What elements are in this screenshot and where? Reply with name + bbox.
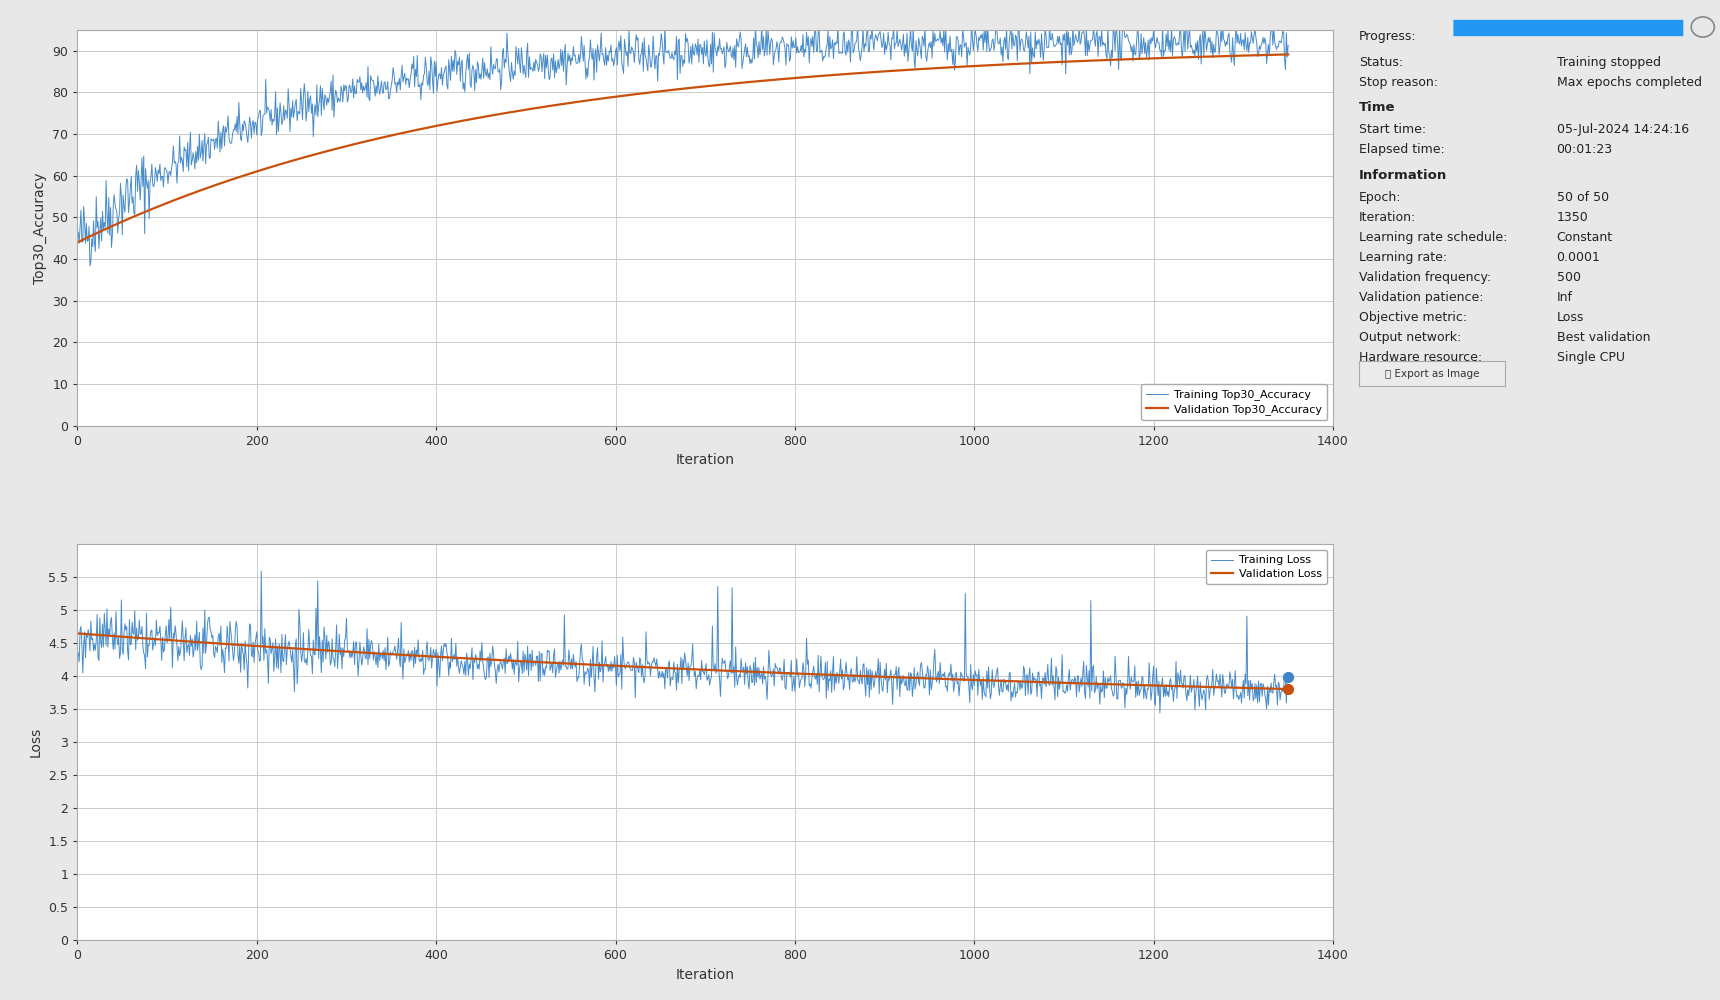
Text: Best validation: Best validation: [1557, 331, 1649, 344]
Validation Loss: [1029, 676, 1049, 688]
Text: 00:01:23: 00:01:23: [1557, 143, 1613, 156]
Text: Max epochs completed: Max epochs completed: [1557, 76, 1701, 89]
Training Top30_Accuracy: [79, 260, 100, 272]
Training Top30_Accuracy: [490, 63, 511, 75]
Text: Start time:: Start time:: [1359, 123, 1426, 136]
FancyBboxPatch shape: [1453, 20, 1684, 36]
Text: Inf: Inf: [1557, 291, 1572, 304]
Text: 05-Jul-2024 14:24:16: 05-Jul-2024 14:24:16: [1557, 123, 1689, 136]
Text: Status:: Status:: [1359, 56, 1404, 69]
Text: Time: Time: [1359, 101, 1395, 114]
Text: Single CPU: Single CPU: [1557, 351, 1625, 364]
Text: 500: 500: [1557, 271, 1581, 284]
Text: 1350: 1350: [1557, 211, 1588, 224]
Line: Training Loss: Training Loss: [79, 571, 1288, 713]
Training Loss: [490, 656, 511, 668]
Training Loss: [972, 693, 992, 705]
Validation Loss: [972, 674, 992, 686]
Line: Validation Top30_Accuracy: Validation Top30_Accuracy: [79, 54, 1288, 242]
Validation Loss: [100, 630, 120, 642]
Training Top30_Accuracy: [490, 84, 511, 96]
Text: Validation patience:: Validation patience:: [1359, 291, 1483, 304]
Validation Top30_Accuracy: [1029, 57, 1049, 69]
Validation Top30_Accuracy: [490, 108, 511, 120]
Training Top30_Accuracy: [1278, 39, 1299, 51]
Training Loss: [1149, 707, 1170, 719]
Validation Top30_Accuracy: [1278, 48, 1299, 60]
Validation Loss: [488, 654, 509, 666]
Point: [1275, 669, 1302, 685]
Y-axis label: Loss: Loss: [29, 727, 43, 757]
Training Loss: [361, 638, 382, 650]
Text: Output network:: Output network:: [1359, 331, 1460, 344]
Text: Stop reason:: Stop reason:: [1359, 76, 1438, 89]
X-axis label: Iteration: Iteration: [676, 968, 734, 982]
Point: [1275, 681, 1302, 697]
Training Loss: [100, 615, 120, 627]
Validation Top30_Accuracy: [972, 60, 992, 72]
Validation Top30_Accuracy: [69, 236, 89, 248]
Text: Constant: Constant: [1557, 231, 1613, 244]
Training Top30_Accuracy: [1032, 28, 1053, 40]
Training Loss: [251, 565, 272, 577]
Line: Validation Loss: Validation Loss: [79, 633, 1288, 689]
Training Top30_Accuracy: [361, 70, 382, 82]
Text: Hardware resource:: Hardware resource:: [1359, 351, 1483, 364]
Validation Loss: [359, 647, 380, 659]
Text: Progress:: Progress:: [1359, 30, 1417, 43]
Legend: Training Loss, Validation Loss: Training Loss, Validation Loss: [1206, 550, 1328, 584]
Training Loss: [1278, 671, 1299, 683]
Training Top30_Accuracy: [69, 226, 89, 238]
Text: Epoch:: Epoch:: [1359, 191, 1402, 204]
Validation Loss: [69, 627, 89, 639]
Validation Top30_Accuracy: [488, 108, 509, 120]
Legend: Training Top30_Accuracy, Validation Top30_Accuracy: Training Top30_Accuracy, Validation Top3…: [1140, 384, 1328, 420]
Training Loss: [490, 658, 511, 670]
Text: Learning rate:: Learning rate:: [1359, 251, 1447, 264]
Text: Information: Information: [1359, 169, 1447, 182]
Training Loss: [69, 647, 89, 659]
Training Top30_Accuracy: [974, 44, 994, 56]
Text: 0.0001: 0.0001: [1557, 251, 1601, 264]
Text: Objective metric:: Objective metric:: [1359, 311, 1467, 324]
Text: Validation frequency:: Validation frequency:: [1359, 271, 1491, 284]
Validation Loss: [490, 654, 511, 666]
Validation Top30_Accuracy: [359, 134, 380, 146]
Line: Training Top30_Accuracy: Training Top30_Accuracy: [79, 26, 1288, 266]
Training Top30_Accuracy: [101, 241, 122, 253]
Text: 50 of 50: 50 of 50: [1557, 191, 1608, 204]
Text: Iteration:: Iteration:: [1359, 211, 1416, 224]
X-axis label: Iteration: Iteration: [676, 453, 734, 467]
Text: Learning rate schedule:: Learning rate schedule:: [1359, 231, 1507, 244]
Training Top30_Accuracy: [745, 20, 765, 32]
Validation Loss: [1278, 683, 1299, 695]
Validation Top30_Accuracy: [100, 221, 120, 233]
Text: 📷 Export as Image: 📷 Export as Image: [1385, 369, 1479, 379]
Text: Training stopped: Training stopped: [1557, 56, 1660, 69]
Text: Loss: Loss: [1557, 311, 1584, 324]
Y-axis label: Top30_Accuracy: Top30_Accuracy: [33, 172, 46, 284]
Training Loss: [1030, 678, 1051, 690]
Text: Elapsed time:: Elapsed time:: [1359, 143, 1445, 156]
